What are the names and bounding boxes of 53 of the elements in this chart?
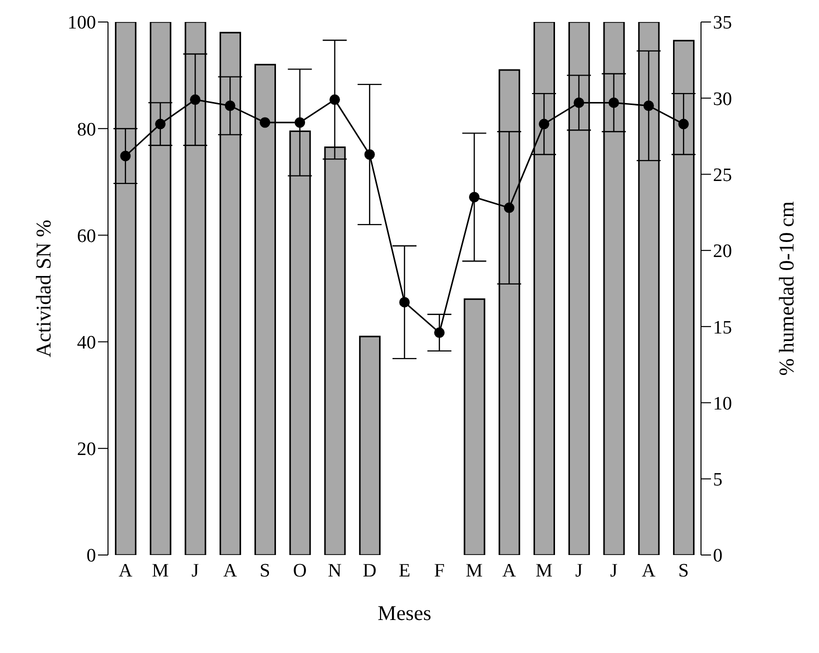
y2-tick-label: 30 [713,88,732,110]
x-tick-label: E [398,560,410,582]
x-tick-label: F [434,560,445,582]
x-tick-label: S [678,560,689,582]
y-tick-label: 100 [68,12,96,34]
point [294,117,306,128]
x-tick-label: J [575,560,583,582]
point [364,149,375,160]
y-tick-label: 60 [77,226,96,247]
x-tick-label: S [260,560,270,582]
bar [359,336,381,555]
y-tick-label: 40 [77,332,96,354]
x-tick-label: D [362,560,376,582]
y2-tick-label: 0 [713,546,722,567]
point [399,296,410,308]
x-tick-label: A [642,560,656,582]
y-tick-label: 20 [77,439,96,460]
y-tick-label: 80 [77,119,96,140]
point [155,118,166,130]
point [469,192,480,202]
x-tick-label: A [223,560,238,582]
y2-tick-label: 35 [713,12,732,34]
point [643,100,654,112]
point [574,97,584,108]
point [224,100,236,112]
point [538,118,550,130]
point [120,150,131,162]
point [260,117,270,128]
point [329,94,340,105]
point [434,327,445,338]
x-tick-label: A [502,560,516,582]
x-tick-label: N [328,560,342,582]
point [504,202,514,214]
y-axis-title: Actividad SN % [31,220,56,358]
y2-tick-label: 10 [713,393,732,414]
bar [464,298,486,555]
y2-tick-label: 5 [713,470,722,491]
x-tick-label: J [192,560,199,582]
y-tick-label: 0 [86,546,96,567]
y2-tick-label: 20 [713,241,732,262]
x-tick-label: A [118,560,133,582]
x-tick-label: M [152,560,169,582]
point [608,97,620,108]
x-tick-label: M [466,560,483,582]
y2-tick-label: 25 [713,165,732,186]
point [678,118,689,130]
point [190,94,200,105]
y2-tick-label: 15 [713,317,732,338]
y2-axis-title: % humedad 0-10 cm [774,201,798,376]
x-tick-label: M [536,560,553,582]
x-tick-label: O [292,560,307,582]
x-axis-title: Meses [378,601,432,625]
x-tick-label: J [610,560,618,582]
